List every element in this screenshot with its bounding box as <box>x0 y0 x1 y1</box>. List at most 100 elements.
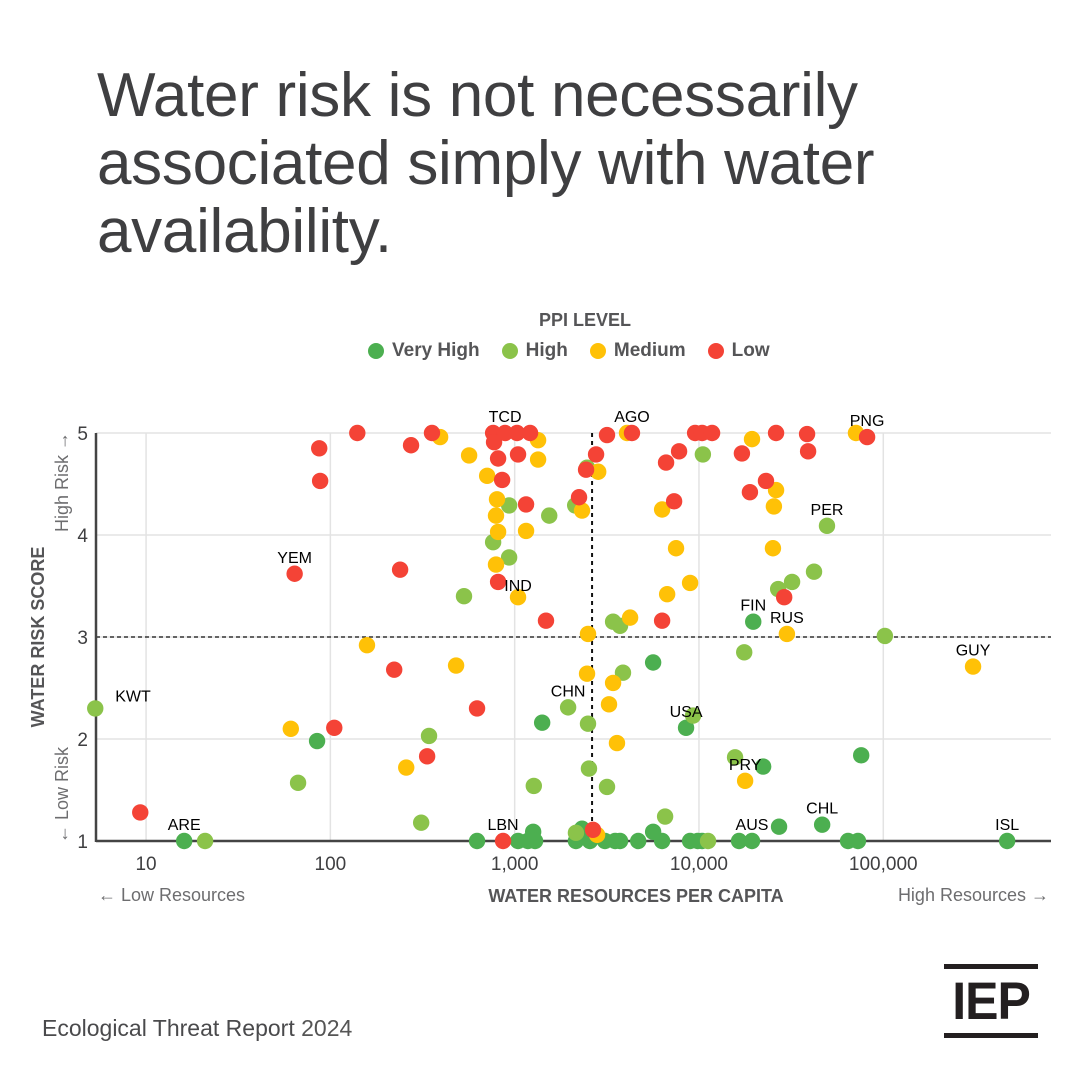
data-point-high <box>818 517 836 535</box>
legend-dot-high <box>501 343 518 359</box>
data-point-medium <box>764 540 782 557</box>
country-label-guy: GUY <box>956 643 991 660</box>
data-point-medium <box>658 585 676 603</box>
country-label-png: PNG <box>850 413 885 430</box>
data-point-medium <box>529 451 547 468</box>
data-point-medium <box>653 501 671 518</box>
report-name: Ecological Threat Report <box>42 1015 295 1041</box>
country-label-chl: CHL <box>806 801 838 818</box>
data-point-low <box>584 821 602 838</box>
data-point-very-high <box>813 816 831 833</box>
data-point-low <box>493 471 511 489</box>
legend-title: PPI LEVEL <box>538 310 632 330</box>
country-label-ind: IND <box>504 578 532 595</box>
data-point-low <box>391 561 409 578</box>
data-point-medium <box>736 772 754 790</box>
data-point-low <box>577 461 595 478</box>
data-point-low <box>665 493 683 510</box>
data-point-low <box>775 589 793 606</box>
data-point-very-high <box>611 832 629 850</box>
data-point-medium <box>282 720 300 737</box>
data-point-high <box>289 774 307 792</box>
data-point-low <box>733 445 751 462</box>
data-point-high <box>500 497 518 514</box>
data-point-very-high <box>852 747 870 764</box>
x-annotation-high: High Resources → <box>898 885 1049 905</box>
point-labels: FIN USA CHL ARE AUS ISL PER CHN KWT IND RUS PRY GUY T… <box>115 409 1019 834</box>
data-point-low <box>418 748 436 765</box>
data-point-medium <box>579 625 597 643</box>
data-point-low <box>653 612 671 629</box>
data-point-medium <box>743 430 761 448</box>
data-point-high <box>87 700 104 717</box>
y-axis-title: WATER RISK SCORE <box>28 547 48 728</box>
data-points <box>87 424 1016 850</box>
data-point-low <box>517 496 535 513</box>
data-point-high <box>805 563 823 580</box>
country-label-kwt: KWT <box>115 688 151 705</box>
legend-label-low: Low <box>731 340 770 361</box>
legend: Very High High Medium Low <box>368 340 792 362</box>
logo-bottom-bar <box>944 1033 1038 1038</box>
data-point-low <box>741 483 759 501</box>
data-point-medium <box>487 556 505 573</box>
x-tick-label: 100 <box>315 854 347 875</box>
x-tick-label: 10,000 <box>670 854 728 875</box>
data-point-very-high <box>745 613 762 630</box>
data-point-very-high <box>468 832 486 850</box>
country-label-are: ARE <box>168 817 201 834</box>
data-point-high <box>598 778 616 796</box>
data-point-high <box>783 573 801 591</box>
x-annotation-low: ← Low Resources <box>98 885 245 905</box>
data-point-low <box>537 612 555 629</box>
report-year: 2024 <box>301 1015 353 1041</box>
logo-text: IEP <box>952 971 1031 1031</box>
data-point-very-high <box>998 832 1016 850</box>
data-point-high <box>196 832 214 850</box>
data-point-high <box>726 749 744 766</box>
legend-dot-medium <box>589 343 606 359</box>
data-point-high <box>736 644 753 661</box>
y-tick-label: 5 <box>77 424 88 445</box>
legend-label-high: High <box>525 340 568 361</box>
data-point-low <box>349 424 366 442</box>
data-point-low <box>799 443 817 460</box>
data-point-very-high <box>677 719 695 736</box>
country-label-per: PER <box>811 502 844 519</box>
x-tick-label: 100,000 <box>849 854 918 875</box>
country-label-fin: FIN <box>740 598 766 615</box>
data-point-low <box>489 573 507 591</box>
data-point-medium <box>621 609 639 626</box>
country-label-ago: AGO <box>614 409 650 426</box>
data-point-high <box>412 814 430 831</box>
x-axis-title: WATER RESOURCES PER CAPITA <box>488 886 783 906</box>
data-point-medium <box>608 734 626 752</box>
legend-dot-low <box>707 343 724 359</box>
y-tick-label: 2 <box>77 730 88 751</box>
footer-report-title: Ecological Threat Report 2024 <box>42 1015 352 1042</box>
legend-item-very-high: Very High <box>368 340 480 362</box>
x-tick-label: 1,000 <box>491 854 539 875</box>
country-label-lbn: LBN <box>487 817 518 834</box>
data-point-medium <box>358 636 376 654</box>
logo-top-bar <box>944 964 1038 969</box>
country-label-pry: PRY <box>729 757 762 774</box>
data-point-very-high <box>754 758 772 775</box>
data-point-medium <box>509 589 527 606</box>
data-point-medium <box>590 463 607 480</box>
data-point-high <box>455 588 473 605</box>
y-tick-label: 1 <box>77 832 88 853</box>
y-annotation-high: High Risk → <box>52 432 72 532</box>
data-point-medium <box>398 759 415 776</box>
data-point-very-high <box>770 818 788 835</box>
x-tick-label: 10 <box>135 854 156 875</box>
data-point-medium <box>765 498 783 515</box>
data-point-high <box>525 777 542 795</box>
legend-item-high: High <box>501 340 568 362</box>
country-label-tcd: TCD <box>489 409 522 426</box>
data-point-high <box>656 808 674 825</box>
data-point-medium <box>604 674 622 692</box>
data-point-very-high <box>629 832 647 850</box>
data-point-very-high <box>743 832 761 850</box>
